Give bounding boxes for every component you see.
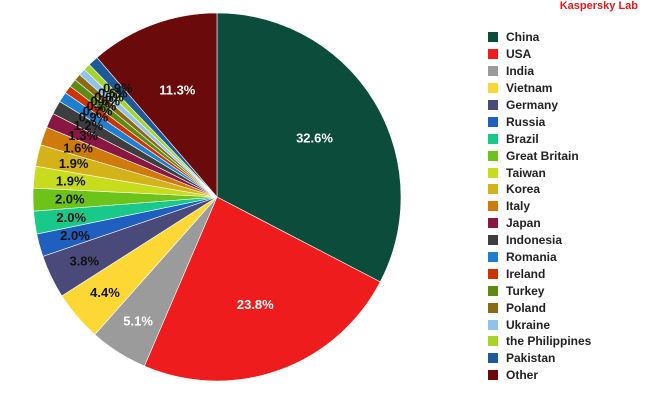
legend-label: USA — [506, 47, 532, 62]
legend-label: Japan — [506, 216, 541, 231]
data-label-brazil: 2.0% — [56, 210, 86, 225]
data-label-china: 32.6% — [296, 130, 333, 145]
legend-item-india: India — [488, 63, 591, 80]
legend-swatch — [488, 268, 498, 279]
legend-swatch — [488, 100, 498, 110]
data-label-usa: 23.8% — [237, 297, 274, 312]
legend-label: Romania — [506, 250, 557, 265]
legend-label: Brazil — [506, 131, 539, 146]
legend-swatch — [488, 150, 498, 161]
legend-swatch — [488, 184, 498, 195]
legend-item-brazil: Brazil — [488, 130, 591, 147]
legend-swatch — [488, 252, 498, 263]
legend-item-the-philippines: the Philippines — [488, 333, 591, 350]
legend-label: Ireland — [506, 266, 546, 281]
legend-item-other: Other — [488, 367, 591, 384]
legend-item-korea: Korea — [488, 181, 591, 198]
data-label-russia: 2.0% — [60, 228, 90, 243]
data-label-turkey: 0.7% — [87, 98, 117, 113]
legend-label: Great Britain — [506, 148, 579, 163]
legend-item-usa: USA — [488, 46, 591, 63]
legend-label: Vietnam — [506, 81, 553, 96]
legend-item-taiwan: Taiwan — [488, 164, 591, 181]
data-label-india: 5.1% — [123, 314, 153, 329]
legend-swatch — [488, 235, 498, 246]
legend-label: Russia — [506, 114, 546, 129]
legend-item-great-britain: Great Britain — [488, 147, 591, 164]
legend-item-turkey: Turkey — [488, 282, 591, 299]
legend-label: Ukraine — [506, 317, 551, 332]
legend-label: Italy — [506, 199, 531, 214]
legend-label: Germany — [506, 98, 559, 112]
legend-swatch — [488, 49, 498, 60]
data-label-ukraine: 0.6% — [94, 90, 124, 105]
data-label-korea: 1.9% — [59, 156, 89, 171]
data-label-other: 11.3% — [159, 83, 196, 98]
legend-label: Indonesia — [506, 233, 563, 248]
legend-label: Korea — [506, 182, 541, 197]
data-label-taiwan: 1.9% — [56, 174, 86, 189]
legend-item-poland: Poland — [488, 299, 591, 316]
legend: China USA India Vietnam Germany Russia Brazil G… — [488, 29, 591, 384]
legend-item-indonesia: Indonesia — [488, 232, 591, 249]
legend-item-ukraine: Ukraine — [488, 316, 591, 333]
legend-swatch — [488, 201, 498, 212]
legend-swatch — [488, 218, 498, 229]
pie-slices — [32, 12, 402, 382]
legend-swatch — [488, 133, 498, 144]
legend-item-vietnam: Vietnam — [488, 80, 591, 97]
pie-slice-china — [216, 12, 402, 283]
legend-swatch — [488, 167, 498, 178]
legend-item-italy: Italy — [488, 198, 591, 215]
legend-label: India — [506, 64, 535, 79]
pie-slice-other — [96, 12, 218, 198]
legend-swatch — [488, 83, 498, 94]
legend-swatch — [488, 66, 498, 77]
legend-item-germany: Germany — [488, 97, 591, 114]
legend-swatch — [488, 32, 498, 43]
legend-item-russia: Russia — [488, 113, 591, 130]
legend-label: China — [506, 30, 540, 45]
data-label-japan: 1.3% — [68, 128, 98, 143]
data-label-romania: 0.9% — [79, 110, 109, 125]
data-label-vietnam: 4.4% — [90, 285, 120, 300]
data-label-indonesia: 1.2% — [74, 118, 104, 133]
legend-swatch — [488, 353, 498, 364]
legend-swatch — [488, 116, 498, 127]
pie-slice-usa — [143, 196, 381, 382]
data-label-ireland: 0.7% — [83, 104, 113, 119]
legend-item-ireland: Ireland — [488, 265, 591, 282]
data-label-pakistan: 0.9% — [103, 81, 133, 96]
data-label-italy: 1.6% — [63, 141, 93, 156]
legend-label: Pakistan — [506, 351, 556, 366]
slice-labels: 32.6%23.8%5.1%4.4%3.8%2.0%2.0%2.0%1.9%1.… — [55, 81, 333, 329]
legend-item-china: China — [488, 29, 591, 46]
legend-swatch — [488, 319, 498, 330]
legend-swatch — [488, 370, 498, 381]
legend-item-romania: Romania — [488, 249, 591, 266]
legend-swatch — [488, 285, 498, 296]
pie-chart: 32.6%23.8%5.1%4.4%3.8%2.0%2.0%2.0%1.9%1.… — [32, 12, 402, 382]
legend-label: Poland — [506, 300, 547, 315]
kaspersky-lab-brand: Kaspersky Lab — [559, 0, 638, 12]
legend-swatch — [488, 336, 498, 347]
legend-label: the Philippines — [506, 334, 592, 349]
legend-label: Other — [506, 368, 539, 383]
data-label-germany: 3.8% — [69, 253, 99, 268]
legend-item-pakistan: Pakistan — [488, 350, 591, 367]
legend-label: Taiwan — [506, 165, 546, 180]
legend-label: Turkey — [506, 283, 545, 298]
legend-swatch — [488, 302, 498, 313]
data-label-great-britain: 2.0% — [55, 192, 85, 207]
data-label-the-philippines: 0.6% — [98, 86, 128, 101]
legend-item-japan: Japan — [488, 215, 591, 232]
data-label-poland: 0.6% — [90, 94, 120, 109]
